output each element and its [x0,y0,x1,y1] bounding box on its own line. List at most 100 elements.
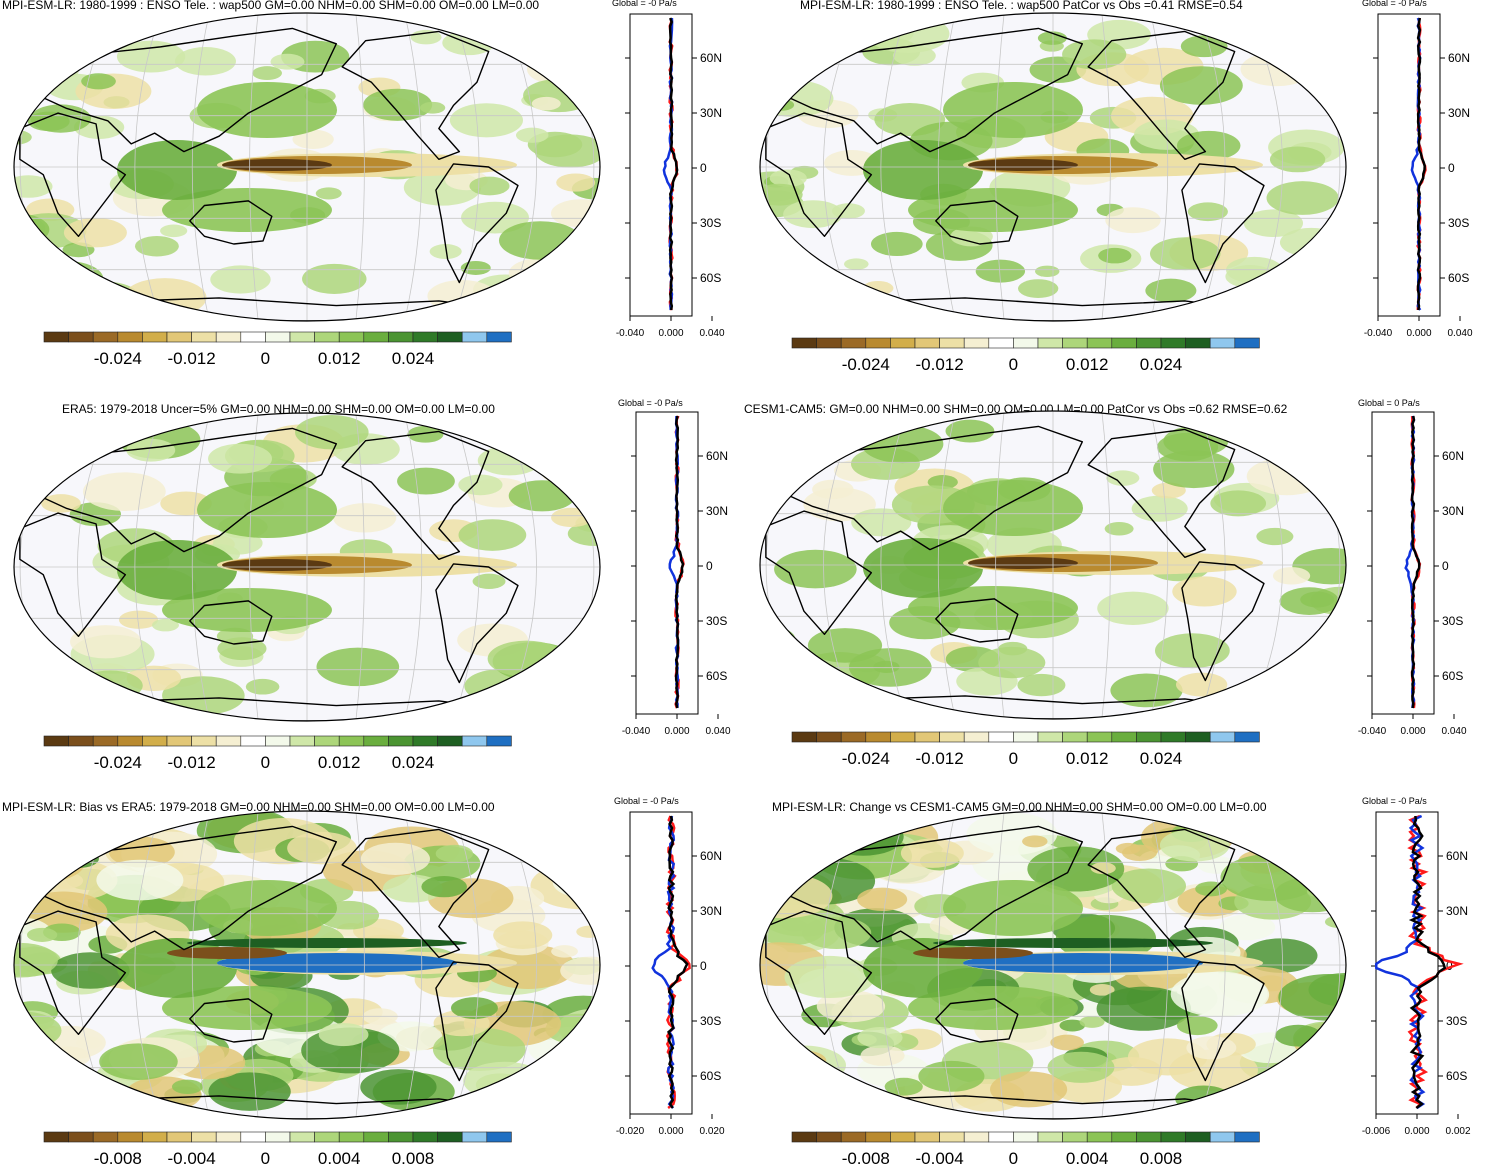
field-blob [766,441,819,466]
grid-longitude [1101,411,1111,719]
field-blob [510,426,544,443]
grid-longitude [249,413,259,721]
coastline [935,598,1019,643]
field-blob [174,47,236,76]
lat-label: 60S [700,1069,721,1083]
field-blob [1037,31,1067,45]
field-blob [1018,279,1059,298]
colorbar-swatch [142,735,168,747]
x-label: 0.002 [1445,1126,1470,1137]
field-blob [963,953,1203,973]
grid-longitude [453,811,480,1119]
field-blob [908,188,1078,232]
field-blob [498,221,582,260]
field-blob [943,880,1083,936]
colorbar-swatch [1185,731,1211,743]
grid-longitude [1150,411,1169,719]
colorbar-swatch [461,735,488,747]
field-blob [134,235,179,257]
map-border [13,412,601,722]
field-blob [1269,146,1326,173]
field-blob [784,955,875,999]
field-blob [464,669,538,704]
field-blob [760,1074,794,1100]
lat-label: 30N [1448,106,1470,120]
field-blob [1210,490,1267,517]
zonal-mean-plot: 60N 30N 0 30S 60S -0.006 0.000 0.002 [1362,811,1471,1137]
field-blob [96,859,184,901]
field-blob [551,945,578,958]
field-blob [975,259,1026,283]
panel-title: MPI-ESM-LR: 1980-1999 : ENSO Tele. : wap… [800,0,1243,12]
colorbar-swatch [338,1131,365,1143]
field-blob [316,647,400,687]
zonal-mean-plot: 60N 30N 0 30S 60S -0.040 0.000 0.040 [616,13,725,339]
field-blob [1059,1019,1086,1032]
colorbar-label: 0 [261,1149,270,1168]
field-blob [760,1079,838,1117]
field-blob [27,927,58,942]
colorbar: -0.024 -0.012 0 0.012 0.024 [791,731,1260,768]
colorbar-swatch [865,1131,891,1143]
field-blob [74,281,139,312]
colorbar-swatch [1086,337,1113,349]
colorbar-swatch [43,1131,69,1143]
colorbar-swatch [486,1131,512,1143]
field-blob [162,588,332,632]
field-blob [863,538,983,598]
colorbar-swatch [791,1131,817,1143]
field-blob [812,479,854,500]
colorbar-swatch [963,337,990,349]
zonal-title: Global = -0 Pa/s [612,0,677,8]
colorbar-label: 0.008 [392,1149,435,1168]
colorbar-swatch [461,331,488,343]
field-blob [517,681,562,703]
field-blob [978,646,1046,679]
grid-longitude [134,413,161,721]
lat-label: 30N [1446,904,1468,918]
field-blob [427,279,497,313]
coastline [189,600,273,645]
field-blob [30,104,91,133]
coastline [788,27,1083,153]
field-blob [151,618,179,632]
coastline [1087,30,1236,160]
coastline [765,510,873,635]
grid-longitude [404,413,423,721]
grid-longitude [404,811,423,1119]
field-blob [534,134,600,168]
colorbar-swatch [117,331,143,343]
colorbar-swatch [840,337,867,349]
field-blob [123,278,207,317]
field-blob [53,830,107,856]
field-blob [1089,984,1115,996]
colorbar-label: -0.008 [842,1149,890,1168]
colorbar-swatch [437,331,463,343]
colorbar-swatch [142,1131,168,1143]
field-blob [862,281,894,296]
colorbar-swatch [92,1131,119,1143]
lat-label: 30S [1448,216,1469,230]
lat-label: 60N [1446,849,1468,863]
coastline [1087,828,1236,958]
field-blob [508,480,576,512]
lat-label: 60N [706,449,728,463]
zonal-title: Global = -0 Pa/s [1362,796,1427,806]
grid-longitude [1199,13,1226,321]
grid-longitude [1199,811,1226,1119]
colorbar-label: 0.024 [1140,749,1183,768]
coastline [788,425,1083,551]
map-border [759,12,1347,322]
field-blob [554,430,594,449]
field-blob [14,69,57,97]
field-blob [14,843,85,883]
coastline [511,825,548,858]
colorbar-label: -0.012 [167,753,215,772]
colorbar-swatch [314,1131,340,1143]
coastline [435,563,519,684]
grid-longitude [1101,811,1111,1119]
colorbar-swatch [437,1131,463,1143]
colorbar-swatch [1111,731,1137,743]
coastline [435,163,519,284]
colorbar-swatch [988,1131,1014,1143]
